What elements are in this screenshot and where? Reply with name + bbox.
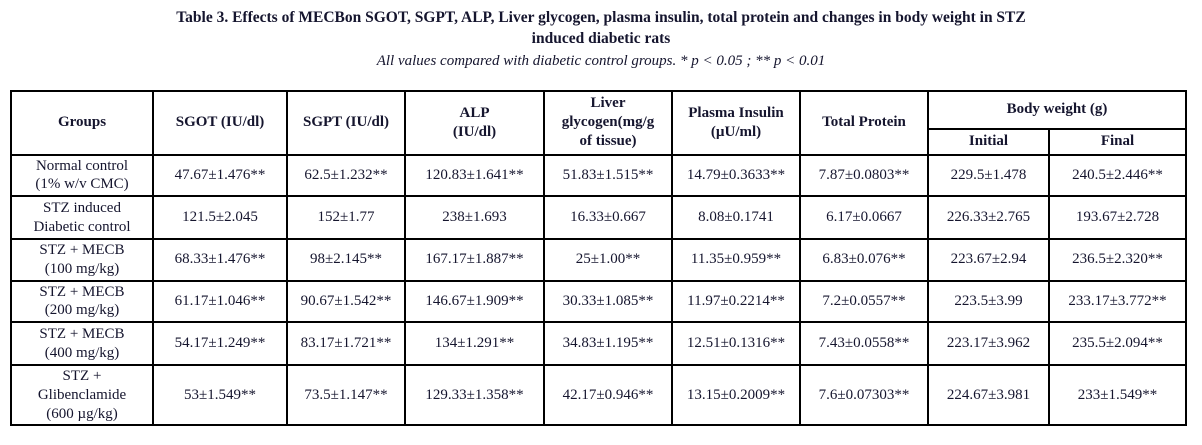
table-cell: 121.5±2.045 <box>152 195 288 241</box>
column-header-alp: ALP (IU/dl) <box>404 89 545 156</box>
table-cell: 42.17±0.946** <box>543 364 673 427</box>
table-cell: 226.33±2.765 <box>927 195 1050 241</box>
table-cell: 229.5±1.478 <box>927 153 1050 198</box>
table-cell: 61.17±1.046** <box>152 279 288 324</box>
group-cell: STZ + MECB (400 mg/kg) <box>10 321 154 367</box>
header-row-sub: Initial Final <box>11 127 1187 156</box>
column-header-liver-glycogen: Liver glycogen(mg/g of tissue) <box>543 89 673 156</box>
table-cell: 83.17±1.721** <box>286 321 406 367</box>
table-cell: 7.2±0.0557** <box>799 279 929 324</box>
table-cell: 12.51±0.1316** <box>671 321 801 367</box>
table-cell: 129.33±1.358** <box>404 364 545 427</box>
table-row-mecb-200: STZ + MECB (200 mg/kg) 61.17±1.046** 90.… <box>10 279 1187 324</box>
group-cell: STZ + MECB (200 mg/kg) <box>10 279 154 324</box>
table-row-mecb-400: STZ + MECB (400 mg/kg) 54.17±1.249** 83.… <box>10 321 1187 367</box>
table-cell: 34.83±1.195** <box>543 321 673 367</box>
table-cell: 11.97±0.2214** <box>671 279 801 324</box>
column-header-groups: Groups <box>10 89 154 156</box>
table-cell: 73.5±1.147** <box>286 364 406 427</box>
table-cell: 152±1.77 <box>286 195 406 241</box>
table-cell: 16.33±0.667 <box>543 195 673 241</box>
table-cell: 193.67±2.728 <box>1048 195 1187 241</box>
column-header-sgpt: SGPT (IU/dl) <box>286 89 406 156</box>
table-cell: 62.5±1.232** <box>286 153 406 198</box>
table-cell: 223.5±3.99 <box>927 279 1050 324</box>
table-cell: 120.83±1.641** <box>404 153 545 198</box>
table-cell: 236.5±2.320** <box>1048 238 1187 282</box>
table-cell: 233±1.549** <box>1048 364 1187 427</box>
table-cell: 11.35±0.959** <box>671 238 801 282</box>
table-cell: 7.87±0.0803** <box>799 153 929 198</box>
header-row-top: Groups SGOT (IU/dl) SGPT (IU/dl) ALP (IU… <box>10 89 1187 156</box>
results-table: Groups SGOT (IU/dl) SGPT (IU/dl) ALP (IU… <box>10 89 1187 427</box>
table-note: All values compared with diabetic contro… <box>376 52 826 69</box>
table-cell: 25±1.00** <box>543 238 673 282</box>
table-cell: 235.5±2.094** <box>1048 321 1187 367</box>
column-header-initial: Initial <box>927 127 1050 156</box>
table-cell: 6.17±0.0667 <box>799 195 929 241</box>
table-cell: 47.67±1.476** <box>152 153 288 198</box>
table-cell: 98±2.145** <box>286 238 406 282</box>
column-header-total-protein: Total Protein <box>799 89 929 156</box>
group-cell: STZ + Glibenclamide (600 µg/kg) <box>10 364 154 427</box>
table-cell: 6.83±0.076** <box>799 238 929 282</box>
table-title: Table 3. Effects of MECBon SGOT, SGPT, A… <box>176 9 1026 47</box>
table-row-diabetic-control: STZ induced Diabetic control 121.5±2.045… <box>10 195 1187 241</box>
table-cell: 238±1.693 <box>404 195 545 241</box>
group-cell: Normal control (1% w/v CMC) <box>10 153 154 198</box>
table-cell: 30.33±1.085** <box>543 279 673 324</box>
table-cell: 68.33±1.476** <box>152 238 288 282</box>
table-cell: 7.6±0.07303** <box>799 364 929 427</box>
table-cell: 134±1.291** <box>404 321 545 367</box>
column-header-sgot: SGOT (IU/dl) <box>152 89 288 156</box>
table-cell: 223.67±2.94 <box>927 238 1050 282</box>
table-cell: 7.43±0.0558** <box>799 321 929 367</box>
table-cell: 8.08±0.1741 <box>671 195 801 241</box>
table-cell: 240.5±2.446** <box>1048 153 1187 198</box>
table-row-glibenclamide: STZ + Glibenclamide (600 µg/kg) 53±1.549… <box>10 364 1187 427</box>
table-cell: 51.83±1.515** <box>543 153 673 198</box>
table-cell: 54.17±1.249** <box>152 321 288 367</box>
table-cell: 233.17±3.772** <box>1048 279 1187 324</box>
column-header-plasma-insulin: Plasma Insulin (µU/ml) <box>671 89 801 156</box>
table-row-mecb-100: STZ + MECB (100 mg/kg) 68.33±1.476** 98±… <box>10 238 1187 282</box>
table-cell: 223.17±3.962 <box>927 321 1050 367</box>
table-cell: 167.17±1.887** <box>404 238 545 282</box>
group-cell: STZ induced Diabetic control <box>10 195 154 241</box>
table-cell: 224.67±3.981 <box>927 364 1050 427</box>
table-row-normal-control: Normal control (1% w/v CMC) 47.67±1.476*… <box>10 153 1187 198</box>
table-cell: 14.79±0.3633** <box>671 153 801 198</box>
table-cell: 53±1.549** <box>152 364 288 427</box>
group-cell: STZ + MECB (100 mg/kg) <box>10 238 154 282</box>
table-cell: 13.15±0.2009** <box>671 364 801 427</box>
table-cell: 146.67±1.909** <box>404 279 545 324</box>
table-cell: 90.67±1.542** <box>286 279 406 324</box>
column-header-final: Final <box>1048 127 1187 156</box>
column-header-body-weight: Body weight (g) <box>927 89 1187 130</box>
title-block: Table 3. Effects of MECBon SGOT, SGPT, A… <box>0 0 1202 73</box>
